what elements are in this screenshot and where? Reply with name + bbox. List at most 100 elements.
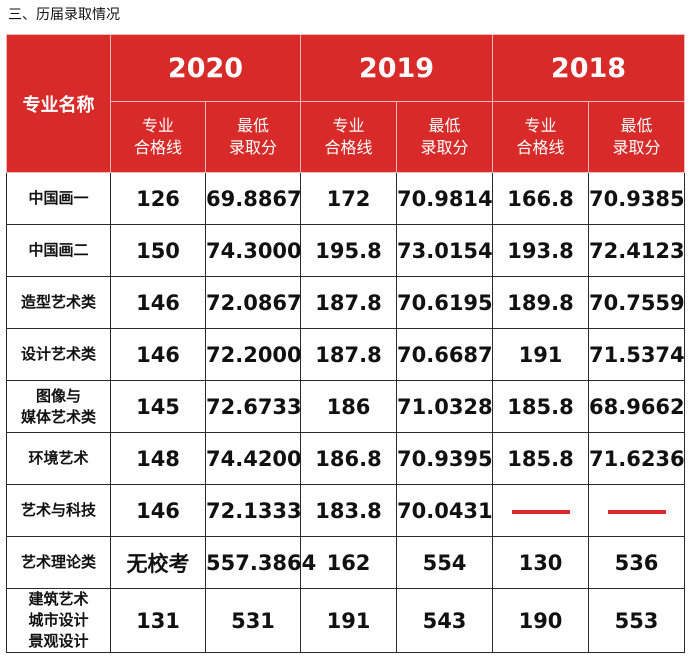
major-name-cell: 中国画二 <box>6 224 111 277</box>
major-name-line: 景观设计 <box>28 632 89 650</box>
table-row: 建筑艺术 城市设计 景观设计 131 531 191 543 190 553 <box>6 588 685 653</box>
min-score-header: 最低 录取分 <box>396 101 493 173</box>
sub-header-label: 合格线 <box>324 138 373 157</box>
major-name-line: 媒体艺术类 <box>20 407 96 426</box>
min-score-cell: 557.3864 <box>205 536 316 589</box>
qualifying-line-cell: 193.8 <box>492 224 589 277</box>
qualifying-line-cell: 130 <box>492 536 589 589</box>
table-body: 中国画一 126 69.8867 172 70.9814 166.8 70.9385 中国画二… <box>6 172 685 653</box>
table-row: 艺术理论类 无校考 557.3864 162 554 130 536 <box>6 536 685 589</box>
no-data-cell <box>492 484 589 537</box>
min-score-cell: 70.9395 <box>396 432 493 485</box>
table-row: 中国画二 150 74.3000 195.8 73.0154 193.8 72.4123 <box>6 224 685 277</box>
min-score-cell: 70.9814 <box>396 172 493 225</box>
min-score-cell: 536 <box>588 536 685 589</box>
table-row: 造型艺术类 146 72.0867 187.8 70.6195 189.8 70.7559 <box>6 276 685 329</box>
qualifying-line-cell: 126 <box>110 172 206 225</box>
no-data-cell <box>588 484 685 537</box>
qualifying-line-cell: 146 <box>110 484 206 537</box>
qualifying-line-cell: 195.8 <box>300 224 397 277</box>
min-score-cell: 74.4200 <box>205 432 302 485</box>
major-name-cell: 环境艺术 <box>6 432 111 485</box>
qualifying-line-header: 专业 合格线 <box>492 101 589 173</box>
major-name-line: 中国画一 <box>28 189 89 207</box>
qualifying-line-cell: 189.8 <box>492 276 589 329</box>
qualifying-line-cell: 166.8 <box>492 172 589 225</box>
major-name-cell: 艺术理论类 <box>6 536 111 589</box>
section-title: 三、历届录取情况 <box>8 7 120 23</box>
major-name-line: 艺术理论类 <box>20 553 96 571</box>
qualifying-line-cell: 186 <box>300 380 397 433</box>
min-score-cell: 71.0328 <box>396 380 493 433</box>
year-header-2020: 2020 <box>110 34 301 102</box>
min-score-cell: 70.9385 <box>588 172 685 225</box>
sub-header-label: 合格线 <box>133 138 182 157</box>
major-name-cell: 设计艺术类 <box>6 328 111 381</box>
qualifying-line-cell: 191 <box>492 328 589 381</box>
min-score-cell: 71.6236 <box>588 432 685 485</box>
sub-header-label: 专业 <box>524 116 557 135</box>
admission-table: 专业名称 2020 2019 2018 专业 合格线 最低 录取分 专业 合格线 最低 录取分… <box>6 34 685 653</box>
major-name-cell: 造型艺术类 <box>6 276 111 329</box>
major-name-header: 专业名称 <box>6 34 111 173</box>
major-name-line: 中国画二 <box>28 241 89 259</box>
sub-header-label: 合格线 <box>516 138 565 157</box>
sub-header-label: 录取分 <box>228 138 277 157</box>
major-name-cell: 图像与 媒体艺术类 <box>6 380 111 433</box>
qualifying-line-cell: 185.8 <box>492 380 589 433</box>
sub-header-label: 录取分 <box>612 138 661 157</box>
no-data-dash <box>607 509 666 514</box>
sub-header-label: 专业 <box>141 116 174 135</box>
qualifying-line-cell: 146 <box>110 276 206 329</box>
sub-header-label: 最低 <box>620 116 653 135</box>
sub-header-label: 最低 <box>236 116 269 135</box>
min-score-cell: 69.8867 <box>205 172 302 225</box>
min-score-cell: 72.4123 <box>588 224 685 277</box>
major-name-cell: 建筑艺术城市设计景观设计 <box>6 588 111 653</box>
sub-header-label: 录取分 <box>420 138 469 157</box>
table-row: 艺术与科技 146 72.1333 183.8 70.0431 <box>6 484 685 537</box>
qualifying-line-cell: 131 <box>110 588 206 653</box>
table-row: 图像与 媒体艺术类 145 72.6733 186 71.0328 185.8 68.9662 <box>6 380 685 433</box>
min-score-cell: 71.5374 <box>588 328 685 381</box>
qualifying-line-cell: 150 <box>110 224 206 277</box>
min-score-cell: 72.0867 <box>205 276 302 329</box>
major-name-line: 设计艺术类 <box>20 345 96 363</box>
major-name-line: 造型艺术类 <box>20 293 96 311</box>
qualifying-line-cell: 172 <box>300 172 397 225</box>
min-score-cell: 74.3000 <box>205 224 302 277</box>
major-name-line: 建筑艺术 <box>28 590 89 608</box>
qualifying-line-cell: 190 <box>492 588 589 653</box>
major-name-line: 城市设计 <box>28 611 89 629</box>
min-score-cell: 70.0431 <box>396 484 493 537</box>
qualifying-line-header: 专业 合格线 <box>110 101 206 173</box>
table-row: 设计艺术类 146 72.2000 187.8 70.6687 191 71.5374 <box>6 328 685 381</box>
year-header-2019: 2019 <box>300 34 493 102</box>
min-score-cell: 531 <box>205 588 301 653</box>
qualifying-line-cell: 145 <box>110 380 206 433</box>
min-score-cell: 72.6733 <box>205 380 302 433</box>
qualifying-line-cell: 187.8 <box>300 328 397 381</box>
major-name-cell: 中国画一 <box>6 172 111 225</box>
min-score-header: 最低 录取分 <box>588 101 685 173</box>
qualifying-line-cell: 无校考 <box>110 536 206 589</box>
sub-header-label: 最低 <box>428 116 461 135</box>
min-score-cell: 70.7559 <box>588 276 685 329</box>
qualifying-line-cell: 146 <box>110 328 206 381</box>
qualifying-line-cell: 191 <box>300 588 397 653</box>
min-score-cell: 73.0154 <box>396 224 493 277</box>
qualifying-line-header: 专业 合格线 <box>300 101 397 173</box>
min-score-cell: 543 <box>396 588 493 653</box>
min-score-cell: 72.1333 <box>205 484 302 537</box>
sub-header-label: 专业 <box>332 116 365 135</box>
qualifying-line-cell: 186.8 <box>300 432 397 485</box>
min-score-cell: 68.9662 <box>588 380 685 433</box>
min-score-header: 最低 录取分 <box>205 101 301 173</box>
min-score-cell: 70.6687 <box>396 328 493 381</box>
min-score-cell: 554 <box>396 536 493 589</box>
no-data-dash <box>511 509 570 514</box>
major-name-line: 艺术与科技 <box>20 501 96 519</box>
year-header-2018: 2018 <box>492 34 685 102</box>
sub-header-row: 专业 合格线 最低 录取分 专业 合格线 最低 录取分 专业 合格线 最低 录取分 <box>7 101 685 173</box>
qualifying-line-cell: 187.8 <box>300 276 397 329</box>
